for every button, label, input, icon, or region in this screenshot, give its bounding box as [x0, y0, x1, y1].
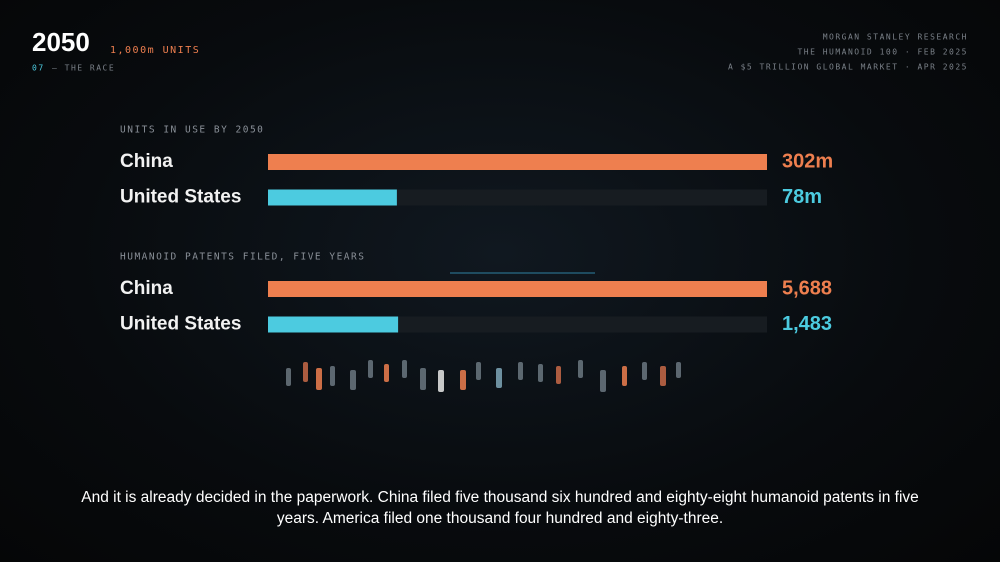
- category-label: United States: [120, 187, 241, 208]
- value-label: 302m: [782, 150, 833, 172]
- caption: And it is already decided in the paperwo…: [81, 489, 919, 527]
- header-subtitle: 1,000m UNITS: [110, 45, 200, 56]
- value-label: 78m: [782, 186, 822, 208]
- source-line: A $5 TRILLION GLOBAL MARKET · APR 2025: [728, 63, 968, 72]
- glow-line: [450, 272, 595, 274]
- chart-title: HUMANOID PATENTS FILED, FIVE YEARS: [120, 252, 365, 263]
- crowd-figures: [286, 360, 681, 392]
- category-label: United States: [120, 314, 241, 335]
- bar: [268, 189, 397, 206]
- bar: [268, 154, 767, 170]
- source-line: THE HUMANOID 100 · FEB 2025: [797, 48, 968, 57]
- section-number: 07: [32, 64, 45, 73]
- chart-title: UNITS IN USE BY 2050: [120, 125, 264, 136]
- category-label: China: [120, 151, 173, 172]
- value-label: 5,688: [782, 277, 832, 299]
- section-name: — THE RACE: [52, 64, 115, 73]
- category-label: China: [120, 278, 173, 299]
- bar: [268, 316, 399, 333]
- value-label: 1,483: [782, 313, 832, 335]
- header-title: 2050: [32, 27, 90, 57]
- bar: [268, 281, 767, 297]
- source-line: MORGAN STANLEY RESEARCH: [823, 33, 968, 42]
